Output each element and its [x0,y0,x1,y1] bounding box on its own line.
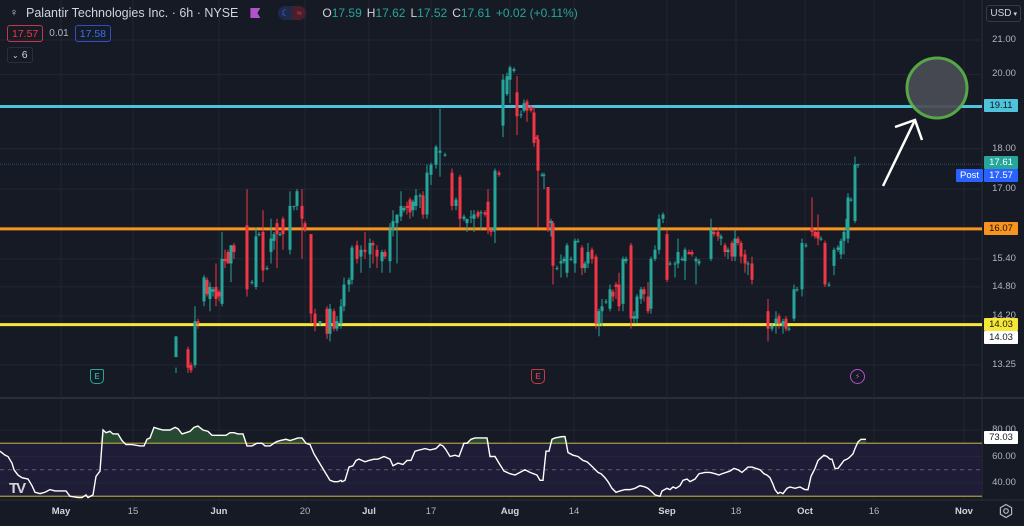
chevron-down-icon: ▾ [1013,10,1017,18]
ohlc-close-key: C [452,6,461,20]
time-axis-tick: Nov [955,506,973,517]
time-axis-tick: Aug [500,506,520,517]
rsi-current-tag: 73.03 [984,431,1018,444]
price-axis-tick: 14.20 [992,310,1016,322]
time-axis-tick: 14 [568,506,580,517]
price-axis-tick: 20.00 [992,68,1016,80]
spread-value: 0.01 [49,28,69,39]
price-axis-tick: 14.80 [992,280,1016,292]
time-axis-tick: 15 [127,506,139,517]
market-status-pill[interactable]: ☾ ≈ [278,6,307,20]
chevron-down-icon: ⌄ [12,50,19,60]
price-axis-tick: 17.00 [992,183,1016,195]
price-tag-post: 17.57 [984,169,1018,182]
time-axis-tick: May [51,506,71,517]
price-axis-tick: 13.25 [992,359,1016,370]
currency-label: USD [990,8,1012,19]
rsi-axis-tick: 60.00 [992,450,1016,462]
price-tag-mid: 16.07 [984,222,1018,235]
settings-gear-icon[interactable] [998,503,1014,519]
ohlc-values: O17.59 H17.62 L17.52 C17.61 +0.02 (+0.11… [322,6,577,20]
earnings-event-icon[interactable]: E [90,369,104,384]
indicators-count: 6 [21,49,28,61]
currency-selector[interactable]: USD ▾ [986,5,1021,22]
price-tag-support-white: 14.03 [984,331,1018,344]
time-axis-tick: Jun [210,506,228,517]
time-axis-tick: 18 [730,506,742,517]
time-axis-tick: 16 [868,506,880,517]
ohlc-open-key: O [322,6,332,20]
symbol-logo-icon[interactable]: ♀ [9,7,19,19]
moon-icon: ☾ [278,6,293,20]
ohlc-close-value: 17.61 [460,6,491,20]
ohlc-high-key: H [366,6,376,20]
post-label-tag: Post [956,169,984,182]
time-axis-tick: 20 [299,506,311,517]
flash-event-icon[interactable]: ⚡ [850,369,865,384]
quote-row: 17.57 0.01 17.58 [7,25,112,42]
ohlc-open-value: 17.59 [331,6,362,20]
rsi-axis-tick: 80.00 [992,424,1016,435]
flag-icon[interactable] [250,8,261,18]
ohlc-low-key: L [410,6,418,20]
price-tag-support: 14.03 [984,318,1018,331]
earnings-event-icon[interactable]: E [531,369,545,384]
time-axis-tick: Oct [797,506,813,517]
time-axis-tick: 17 [425,506,437,517]
rsi-axis-tick: 40.00 [992,477,1016,488]
symbol-legend: ♀ Palantir Technologies Inc. · 6h · NYSE… [8,6,578,20]
tradingview-logo[interactable]: TV [9,480,26,497]
price-tag-last: 17.61 [984,156,1018,169]
time-axis-tick: Jul [362,506,376,517]
buy-button[interactable]: 17.58 [74,25,112,42]
price-change: +0.02 (+0.11%) [495,6,578,20]
price-tag-resistance: 19.11 [984,99,1018,112]
wave-icon: ≈ [292,6,307,20]
sell-button[interactable]: 17.57 [7,25,44,42]
time-axis-tick: Sep [658,506,676,517]
indicators-toggle-button[interactable]: ⌄ 6 [7,47,33,63]
symbol-title[interactable]: Palantir Technologies Inc. · 6h · NYSE [26,6,239,20]
ohlc-high-value: 17.62 [375,6,406,20]
price-axis-tick: 15.40 [992,252,1016,264]
price-axis-tick: 18.00 [992,142,1016,154]
ohlc-low-value: 17.52 [417,6,448,20]
price-axis-tick: 21.00 [992,33,1016,45]
